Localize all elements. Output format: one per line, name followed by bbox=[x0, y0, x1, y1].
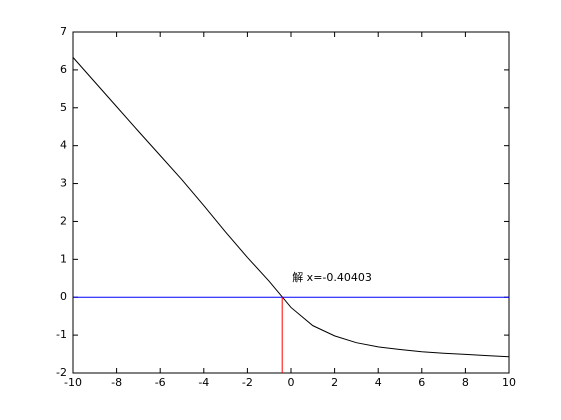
y-tick-label: 0 bbox=[60, 290, 67, 303]
x-tick-label: 4 bbox=[375, 376, 382, 389]
y-tick-label: 2 bbox=[60, 214, 67, 227]
x-tick-label: 10 bbox=[502, 376, 516, 389]
x-tick-label: 6 bbox=[418, 376, 425, 389]
y-tick-label: -1 bbox=[56, 328, 67, 341]
x-tick-label: 2 bbox=[331, 376, 338, 389]
y-tick-label: 7 bbox=[60, 25, 67, 38]
plot-frame bbox=[72, 31, 510, 374]
x-tick-label: -6 bbox=[155, 376, 166, 389]
annotation: 解 x=-0.40403 bbox=[292, 270, 372, 284]
x-tick-label: -4 bbox=[198, 376, 209, 389]
x-tick-label: -8 bbox=[111, 376, 122, 389]
x-tick-label: 8 bbox=[462, 376, 469, 389]
y-tick-label: 1 bbox=[60, 252, 67, 265]
y-tick-label: 4 bbox=[60, 139, 67, 152]
x-tick-label: 0 bbox=[288, 376, 295, 389]
y-tick-label: 3 bbox=[60, 177, 67, 190]
x-tick-label: -2 bbox=[242, 376, 253, 389]
y-tick-label: -2 bbox=[56, 366, 67, 379]
y-tick-label: 5 bbox=[60, 101, 67, 114]
series-line bbox=[72, 57, 510, 358]
y-tick-label: 6 bbox=[60, 63, 67, 76]
x-tick-label: -10 bbox=[64, 376, 82, 389]
